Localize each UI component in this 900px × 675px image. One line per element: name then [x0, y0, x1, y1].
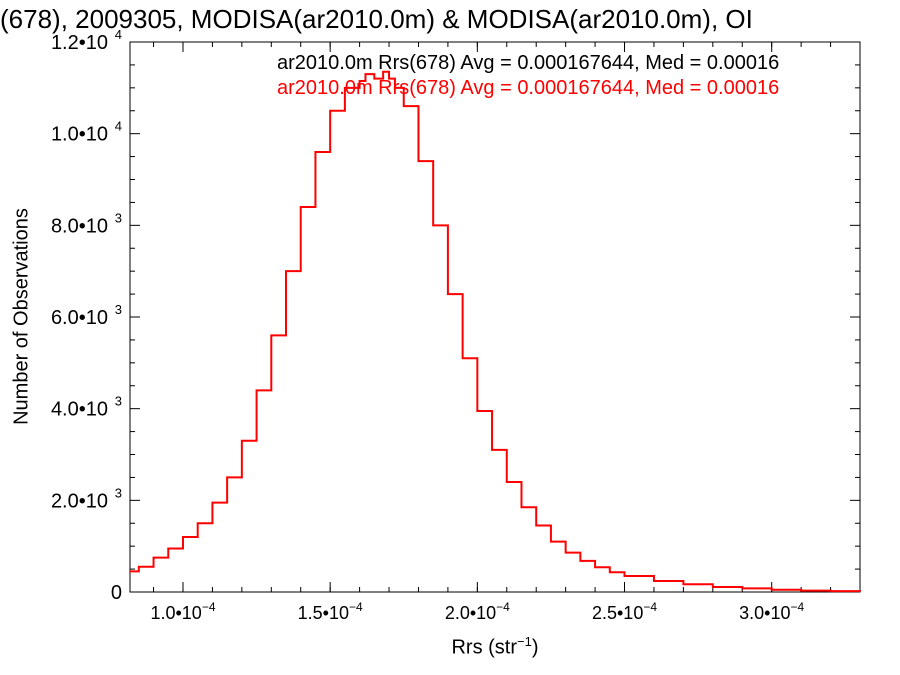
chart-title: (678), 2009305, MODISA(ar2010.0m) & MODI… [0, 4, 753, 34]
x-axis-label-close: ) [531, 636, 539, 659]
y-tick-label: 8.0•10 [51, 215, 108, 237]
x-axis-label: Rrs (str−1) [395, 634, 595, 660]
y-tick-label: 1.0•10 [51, 124, 108, 146]
y-tick-label-exp: 4 [115, 27, 122, 42]
y-tick-label: 1.2•10 [51, 32, 108, 54]
histogram-series-0 [130, 70, 861, 593]
x-tick-label: 3.0•10−4 [739, 600, 804, 623]
y-tick-label-exp: 3 [115, 210, 122, 225]
y-tick-label: 0 [111, 582, 122, 604]
x-tick-label: 2.5•10−4 [592, 600, 657, 623]
legend-entry-black: ar2010.0m Rrs(678) Avg = 0.000167644, Me… [277, 52, 780, 74]
y-tick-label: 6.0•10 [51, 307, 108, 329]
x-tick-label: 2.0•10−4 [445, 600, 510, 623]
x-tick-label: 1.5•10−4 [298, 600, 363, 623]
y-tick-label-exp: 3 [115, 485, 122, 500]
y-tick-label-exp: 4 [115, 119, 122, 134]
legend-entry-red: ar2010.0m Rrs(678) Avg = 0.000167644, Me… [277, 77, 780, 99]
x-axis-label-exp: −1 [517, 634, 532, 649]
y-axis-label: Number of Observations [10, 208, 33, 425]
y-tick-label: 2.0•10 [51, 490, 108, 512]
plot-frame [129, 41, 861, 593]
x-tick-label: 1.0•10−4 [150, 600, 215, 623]
x-axis-label-base: Rrs (str [451, 636, 518, 659]
y-tick-label-exp: 3 [115, 302, 122, 317]
y-tick-label: 4.0•10 [51, 399, 108, 421]
y-tick-label-exp: 3 [115, 394, 122, 409]
